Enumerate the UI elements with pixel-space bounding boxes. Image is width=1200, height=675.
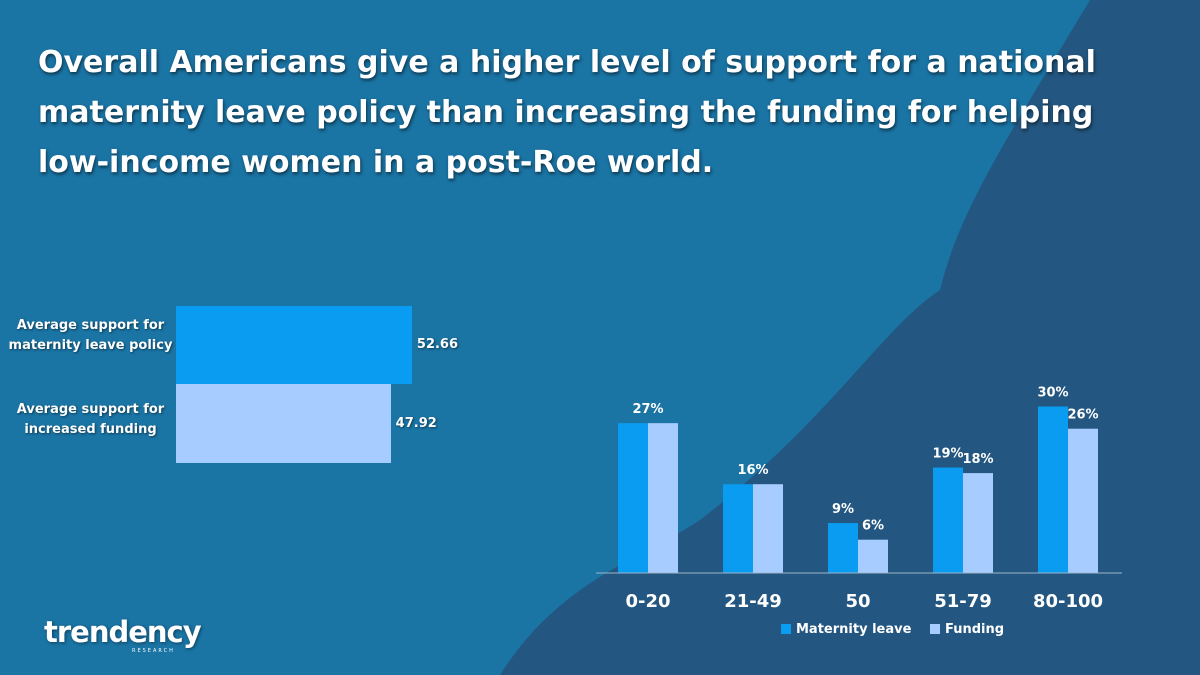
x-tick-label: 80-100 — [1033, 591, 1103, 612]
data-label: 30% — [1037, 386, 1068, 401]
hbar-value-maternity: 52.66 — [416, 337, 459, 352]
hbar-label-maternity: Average support for maternity leave poli… — [8, 318, 173, 353]
legend-label-maternity: Maternity leave — [796, 622, 912, 637]
data-label: 19% — [932, 447, 963, 462]
data-label: 18% — [962, 452, 993, 467]
bar-maternity-51-79 — [933, 467, 963, 573]
logo-subtext: RESEARCH — [132, 648, 175, 654]
bar-maternity-21-49 — [723, 484, 753, 573]
data-label: 27% — [632, 402, 663, 417]
bar-maternity-80-100 — [1038, 406, 1068, 573]
data-label: 9% — [832, 502, 854, 517]
bar-funding-50 — [858, 539, 888, 573]
data-label: 26% — [1067, 408, 1098, 423]
bar-maternity-50 — [828, 523, 858, 573]
bar-funding-21-49 — [753, 484, 783, 573]
x-tick-label: 21-49 — [724, 591, 782, 612]
logo-wordmark: trendency — [44, 615, 202, 649]
hbar-value-funding: 47.92 — [395, 416, 437, 431]
x-tick-label: 50 — [845, 591, 870, 612]
bar-maternity-0-20 — [618, 423, 648, 573]
legend-swatch-maternity — [781, 624, 791, 634]
data-label: 16% — [737, 463, 768, 478]
bar-funding-0-20 — [648, 423, 678, 573]
page-title: Overall Americans give a higher level of… — [38, 45, 1096, 180]
x-tick-label: 51-79 — [934, 591, 992, 612]
legend-label-funding: Funding — [945, 622, 1004, 637]
bar-funding-80-100 — [1068, 428, 1098, 573]
hbar-funding — [176, 384, 391, 463]
hbar-label-funding: Average support for increased funding — [16, 402, 165, 437]
trendency-logo: trendency RESEARCH — [44, 612, 204, 662]
legend-swatch-funding — [930, 624, 940, 634]
x-tick-label: 0-20 — [625, 591, 670, 612]
bar-funding-51-79 — [963, 473, 993, 573]
data-label: 6% — [862, 519, 884, 534]
hbar-maternity — [176, 306, 412, 384]
